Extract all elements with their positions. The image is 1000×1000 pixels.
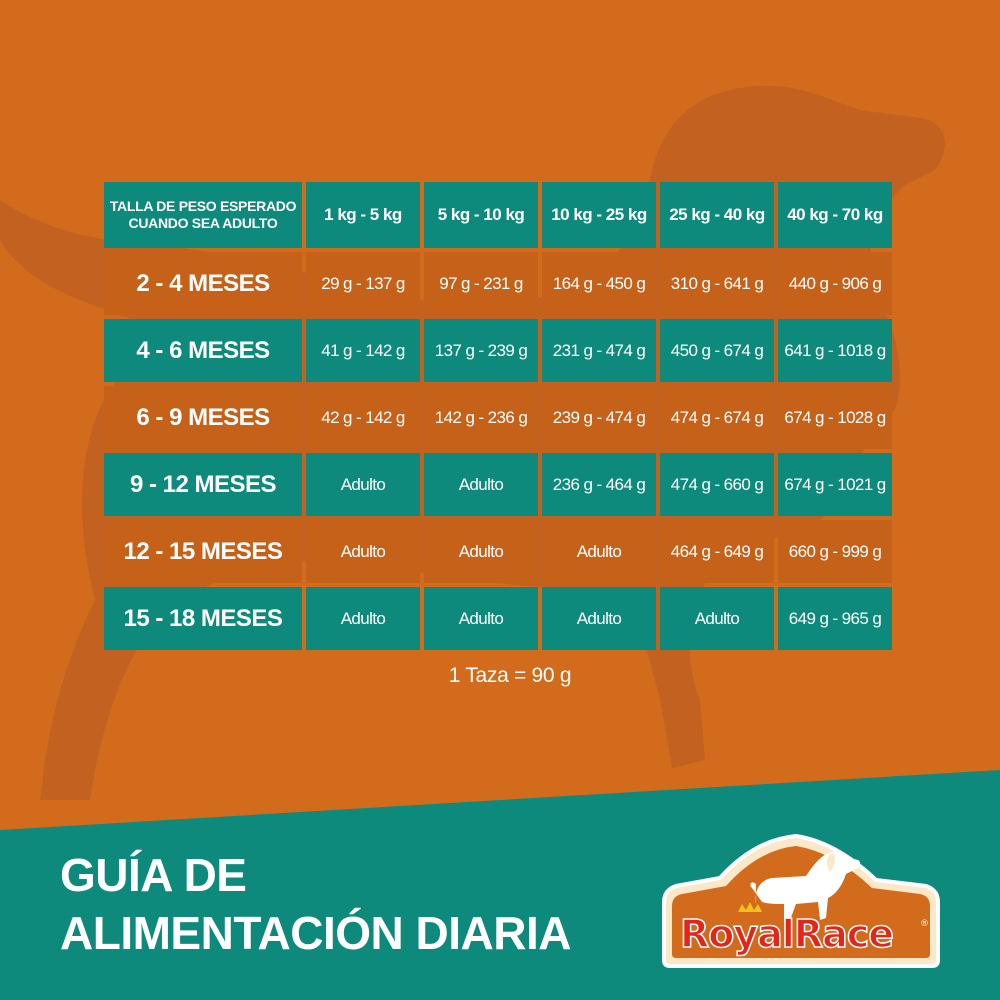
value-cell: 164 g - 450 g [542, 252, 656, 315]
cup-conversion-note: 1 Taza = 90 g [448, 664, 572, 687]
table-header-label-cell: TALLA DE PESO ESPERADO CUANDO SEA ADULTO [104, 182, 302, 248]
value-cell: 310 g - 641 g [660, 252, 774, 315]
logo-text-royal: Royal [680, 912, 794, 956]
age-cell: 12 - 15 MESES [104, 520, 302, 583]
table-row: 9 - 12 MESES Adulto Adulto 236 g - 464 g… [104, 453, 896, 516]
header-size-5: 40 kg - 70 kg [778, 182, 892, 248]
table-row: 4 - 6 MESES 41 g - 142 g 137 g - 239 g 2… [104, 319, 896, 382]
value-cell: 239 g - 474 g [542, 386, 656, 449]
value-cell: Adulto [424, 587, 538, 650]
table-row: 12 - 15 MESES Adulto Adulto Adulto 464 g… [104, 520, 896, 583]
feeding-table: TALLA DE PESO ESPERADO CUANDO SEA ADULTO… [104, 182, 896, 654]
value-cell: Adulto [306, 587, 420, 650]
value-cell: 660 g - 999 g [778, 520, 892, 583]
value-cell: Adulto [424, 520, 538, 583]
value-cell: Adulto [660, 587, 774, 650]
header-label-line2: CUANDO SEA ADULTO [128, 215, 278, 231]
value-cell: 464 g - 649 g [660, 520, 774, 583]
logo-text: RoyalRace [680, 912, 893, 956]
value-cell: 641 g - 1018 g [778, 319, 892, 382]
value-cell: 649 g - 965 g [778, 587, 892, 650]
table-header-row: TALLA DE PESO ESPERADO CUANDO SEA ADULTO… [104, 182, 896, 248]
age-cell: 6 - 9 MESES [104, 386, 302, 449]
age-cell: 4 - 6 MESES [104, 319, 302, 382]
value-cell: 674 g - 1028 g [778, 386, 892, 449]
value-cell: 29 g - 137 g [306, 252, 420, 315]
table-row: 2 - 4 MESES 29 g - 137 g 97 g - 231 g 16… [104, 252, 896, 315]
page-title: GUÍA DE ALIMENTACIÓN DIARIA [60, 846, 571, 962]
value-cell: Adulto [542, 520, 656, 583]
table-row: 6 - 9 MESES 42 g - 142 g 142 g - 236 g 2… [104, 386, 896, 449]
value-cell: 474 g - 674 g [660, 386, 774, 449]
value-cell: 450 g - 674 g [660, 319, 774, 382]
value-cell: 440 g - 906 g [778, 252, 892, 315]
age-cell: 2 - 4 MESES [104, 252, 302, 315]
header-size-2: 5 kg - 10 kg [424, 182, 538, 248]
age-cell: 9 - 12 MESES [104, 453, 302, 516]
header-size-1: 1 kg - 5 kg [306, 182, 420, 248]
value-cell: 41 g - 142 g [306, 319, 420, 382]
value-cell: 231 g - 474 g [542, 319, 656, 382]
value-cell: 42 g - 142 g [306, 386, 420, 449]
value-cell: 142 g - 236 g [424, 386, 538, 449]
header-size-3: 10 kg - 25 kg [542, 182, 656, 248]
logo-text-race: Race [794, 912, 893, 956]
value-cell: 474 g - 660 g [660, 453, 774, 516]
table-row: 15 - 18 MESES Adulto Adulto Adulto Adult… [104, 587, 896, 650]
header-label-line1: TALLA DE PESO ESPERADO [109, 198, 297, 214]
value-cell: 97 g - 231 g [424, 252, 538, 315]
value-cell: Adulto [542, 587, 656, 650]
royal-race-logo: RoyalRace ® [662, 833, 940, 968]
value-cell: 236 g - 464 g [542, 453, 656, 516]
title-line1: GUÍA DE [60, 849, 247, 901]
value-cell: Adulto [306, 453, 420, 516]
dog-icon [750, 851, 861, 920]
age-cell: 15 - 18 MESES [104, 587, 302, 650]
title-line2: ALIMENTACIÓN DIARIA [60, 907, 571, 959]
value-cell: Adulto [424, 453, 538, 516]
value-cell: 137 g - 239 g [424, 319, 538, 382]
crown-icon [738, 902, 762, 912]
value-cell: 674 g - 1021 g [778, 453, 892, 516]
value-cell: Adulto [306, 520, 420, 583]
registered-mark: ® [920, 919, 929, 929]
header-size-4: 25 kg - 40 kg [660, 182, 774, 248]
